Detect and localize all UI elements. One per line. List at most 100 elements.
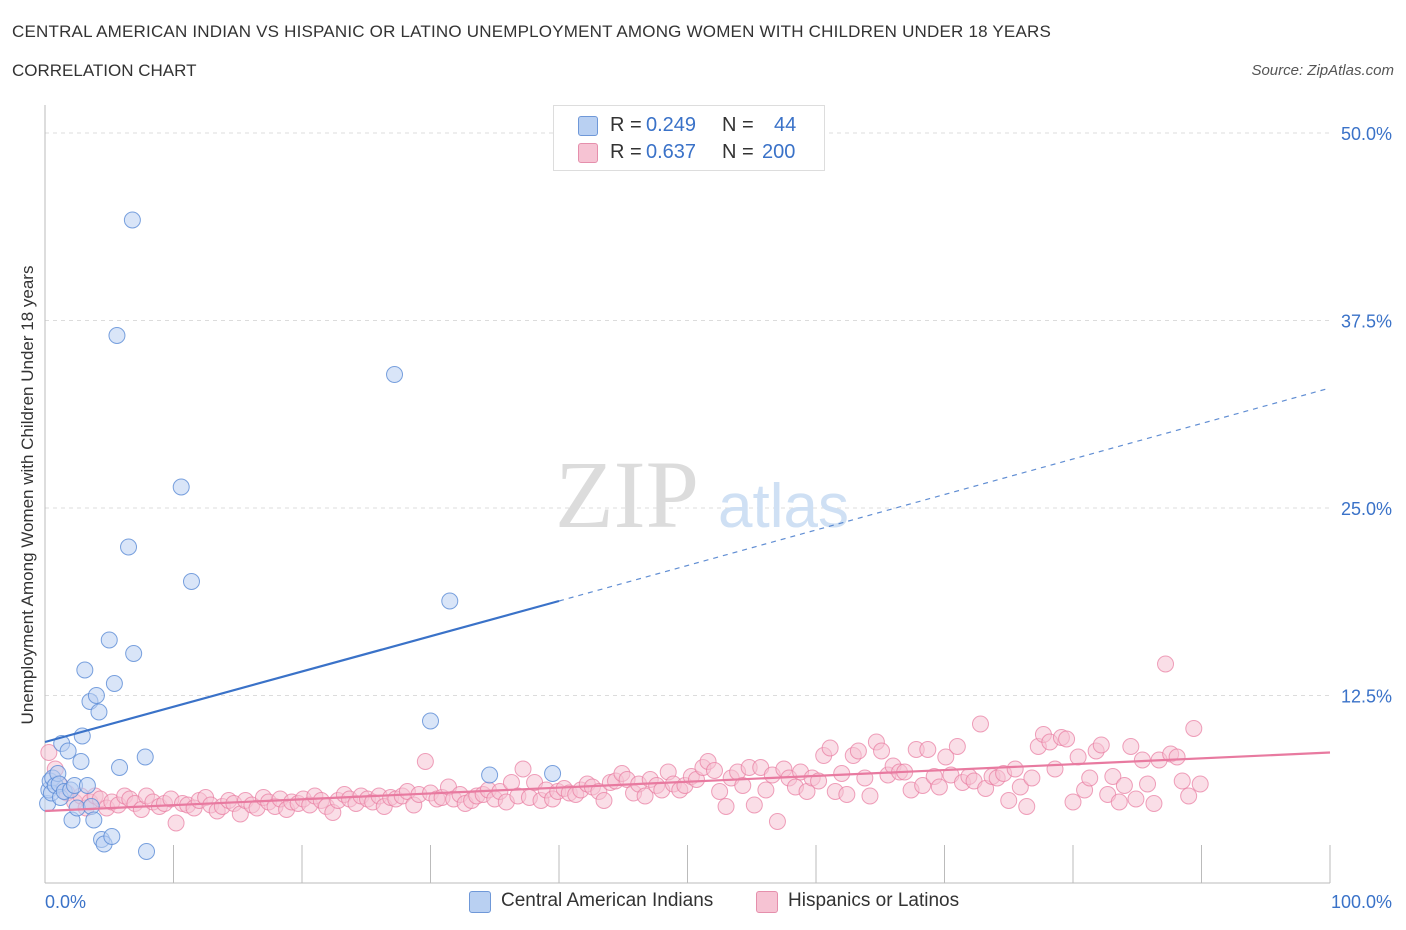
central-american-point	[87, 687, 105, 704]
central-american-point	[138, 843, 156, 860]
series-central-american-points	[39, 211, 562, 860]
hispanics-point	[717, 798, 735, 815]
hispanics-point	[768, 813, 786, 830]
hispanics-point	[1180, 787, 1198, 805]
hispanics-point	[1173, 772, 1191, 790]
hispanics-point	[745, 796, 763, 814]
legend-n-label: N =	[722, 141, 754, 163]
central-american-point	[78, 777, 96, 794]
y-tick-label: 25.0%	[1341, 499, 1392, 519]
hispanics-point	[1011, 778, 1029, 796]
hispanics-point	[1139, 775, 1157, 793]
hispanics-point	[636, 787, 654, 805]
series-hispanics-points	[40, 655, 1209, 832]
hispanics-point	[914, 777, 932, 794]
hispanics-point	[937, 748, 955, 766]
gridlines	[45, 132, 1330, 696]
hispanics-point	[1058, 730, 1076, 748]
bottom-legend-swatch-pink	[756, 891, 778, 913]
hispanics-point	[734, 777, 752, 794]
central-american-point	[120, 538, 138, 556]
central-american-point	[103, 828, 121, 845]
chart-subtitle: CORRELATION CHART	[12, 61, 197, 80]
legend-swatch-pink	[578, 143, 598, 163]
hispanics-point	[1069, 748, 1087, 766]
hispanics-point	[167, 814, 185, 832]
trend-line-central-american	[44, 599, 560, 744]
y-tick-label: 12.5%	[1341, 687, 1392, 707]
central-american-point	[68, 799, 86, 817]
watermark-zip: ZIP	[555, 441, 699, 548]
legend-r-value: 0.637	[646, 141, 697, 163]
hispanics-point	[40, 744, 58, 761]
tick-labels: 12.5% 25.0% 37.5% 50.0% 0.0% 100.0%	[45, 124, 1392, 912]
central-american-point	[59, 742, 77, 760]
hispanics-point	[873, 742, 891, 760]
hispanics-point	[930, 778, 948, 796]
central-american-point	[481, 766, 499, 784]
bottom-legend-swatch-blue	[469, 891, 491, 913]
hispanics-point	[849, 742, 867, 760]
hispanics-point	[1104, 768, 1122, 785]
hispanics-point	[705, 762, 723, 779]
hispanics-point	[1064, 793, 1082, 811]
hispanics-point	[1145, 795, 1163, 812]
hispanics-point	[861, 787, 879, 805]
x-tick-label: 100.0%	[1331, 892, 1392, 912]
central-american-point	[544, 765, 562, 782]
central-american-point	[441, 592, 459, 610]
hispanics-point	[1168, 748, 1186, 766]
hispanics-point	[416, 753, 434, 770]
hispanics-point	[971, 715, 989, 733]
legend-n-value: 44	[774, 114, 797, 136]
chart-title: CENTRAL AMERICAN INDIAN VS HISPANIC OR L…	[12, 22, 1052, 41]
watermark-atlas: atlas	[718, 472, 849, 541]
legend-r-value: 0.249	[646, 114, 697, 136]
hispanics-point	[1157, 655, 1175, 673]
hispanics-point	[1092, 736, 1110, 754]
bottom-legend-label: Hispanics or Latinos	[788, 890, 960, 911]
trend-line-hispanics	[44, 751, 1331, 813]
hispanics-point	[821, 739, 839, 757]
central-american-point	[136, 748, 154, 766]
hispanics-point	[1023, 769, 1041, 787]
source-note: Source: ZipAtlas.com	[1251, 62, 1394, 79]
hispanics-point	[595, 792, 613, 809]
central-american-point	[172, 478, 190, 496]
central-american-point	[125, 645, 143, 662]
hispanics-point	[1006, 760, 1024, 778]
x-tick-label: 0.0%	[45, 892, 86, 912]
hispanics-point	[1110, 793, 1128, 811]
central-american-point	[123, 211, 141, 229]
central-american-point	[182, 573, 200, 590]
central-american-point	[100, 631, 118, 649]
hispanics-point	[1081, 769, 1099, 787]
bottom-legend-label: Central American Indians	[501, 890, 714, 911]
central-american-point	[422, 712, 439, 730]
hispanics-point	[1122, 738, 1140, 755]
hispanics-point	[1127, 790, 1145, 808]
central-american-point	[72, 753, 90, 770]
legend-n-value: 200	[762, 141, 796, 163]
central-american-point	[105, 675, 123, 692]
central-american-point	[108, 327, 126, 344]
central-american-point	[111, 759, 129, 776]
hispanics-point	[1191, 775, 1209, 793]
central-american-point	[76, 661, 94, 679]
hispanics-point	[514, 760, 532, 778]
hispanics-point	[1018, 798, 1036, 815]
y-tick-label: 37.5%	[1341, 312, 1392, 332]
central-american-point	[85, 811, 103, 829]
hispanics-point	[1000, 792, 1018, 809]
correlation-legend: R = 0.249 N = 44 R = 0.637 N = 200	[553, 105, 825, 171]
legend-r-label: R =	[610, 114, 642, 136]
trend-line-central-american-projection	[558, 387, 1331, 602]
legend-n-label: N =	[722, 114, 754, 136]
y-tick-label: 50.0%	[1341, 124, 1392, 144]
hispanics-point	[1046, 760, 1064, 778]
hispanics-point	[838, 786, 856, 803]
hispanics-point	[1185, 720, 1203, 737]
legend-swatch-blue	[578, 116, 598, 136]
hispanics-point	[757, 781, 775, 799]
